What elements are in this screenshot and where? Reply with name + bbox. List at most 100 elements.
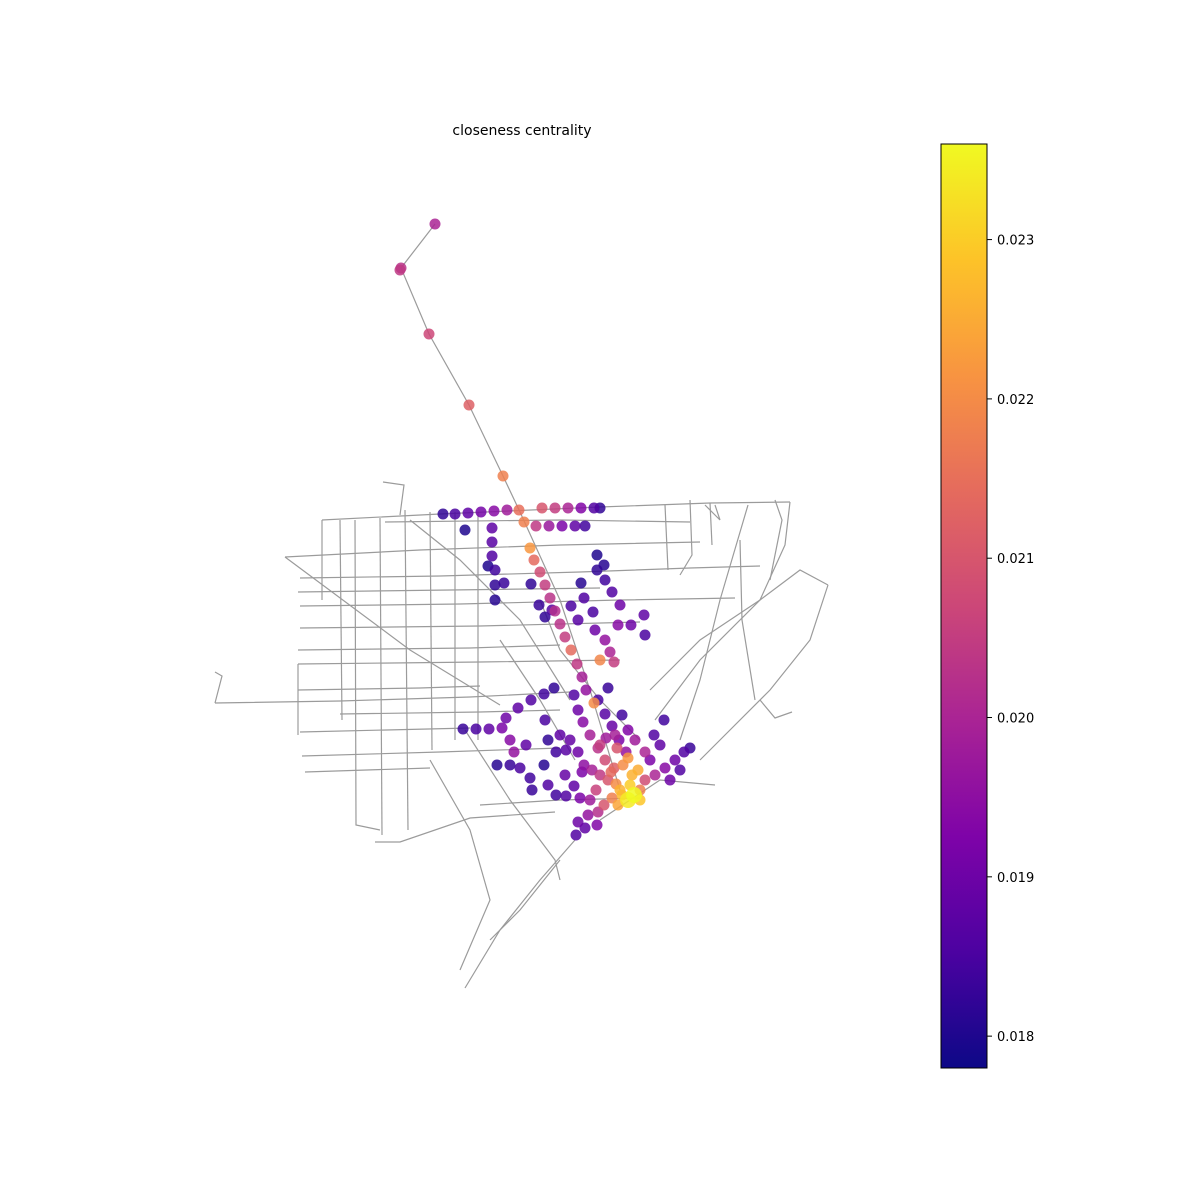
node-point bbox=[539, 611, 551, 623]
node-point bbox=[483, 723, 495, 735]
node-point bbox=[475, 506, 487, 518]
node-point bbox=[625, 619, 637, 631]
node-point bbox=[525, 694, 537, 706]
node-point bbox=[550, 789, 562, 801]
node-point bbox=[530, 520, 542, 532]
node-point bbox=[590, 784, 602, 796]
node-point bbox=[562, 502, 574, 514]
node-point bbox=[423, 328, 435, 340]
node-point bbox=[457, 723, 469, 735]
node-point bbox=[588, 502, 600, 514]
node-point bbox=[580, 684, 592, 696]
node-point bbox=[591, 819, 603, 831]
node-point bbox=[556, 520, 568, 532]
node-point bbox=[569, 520, 581, 532]
node-point bbox=[488, 505, 500, 517]
node-point bbox=[648, 729, 660, 741]
colorbar-tick-label: 0.023 bbox=[997, 234, 1034, 249]
colorbar-gradient bbox=[941, 144, 987, 1068]
node-point bbox=[559, 769, 571, 781]
node-point bbox=[508, 746, 520, 758]
node-point bbox=[501, 504, 513, 516]
node-point bbox=[578, 759, 590, 771]
node-point bbox=[525, 578, 537, 590]
node-point bbox=[518, 516, 530, 528]
node-point bbox=[470, 723, 482, 735]
node-point bbox=[616, 709, 628, 721]
node-point bbox=[568, 780, 580, 792]
node-point bbox=[594, 769, 606, 781]
node-point bbox=[486, 550, 498, 562]
node-point bbox=[622, 752, 634, 764]
node-point bbox=[524, 772, 536, 784]
street-network-edges bbox=[214, 223, 829, 989]
node-point bbox=[534, 566, 546, 578]
node-point bbox=[528, 554, 540, 566]
node-point bbox=[669, 754, 681, 766]
node-point bbox=[639, 746, 651, 758]
node-point bbox=[539, 579, 551, 591]
node-point bbox=[514, 762, 526, 774]
node-point bbox=[538, 759, 550, 771]
node-point bbox=[497, 470, 509, 482]
node-point bbox=[598, 799, 610, 811]
node-point bbox=[606, 720, 618, 732]
colorbar-tick-label: 0.021 bbox=[997, 552, 1034, 567]
node-point bbox=[587, 606, 599, 618]
node-point bbox=[579, 520, 591, 532]
node-point bbox=[664, 774, 676, 786]
node-point bbox=[437, 508, 449, 520]
node-point bbox=[489, 564, 501, 576]
node-point bbox=[575, 502, 587, 514]
node-point bbox=[584, 729, 596, 741]
node-point bbox=[599, 634, 611, 646]
node-point bbox=[639, 774, 651, 786]
node-point bbox=[654, 739, 666, 751]
node-point bbox=[572, 614, 584, 626]
node-point bbox=[544, 592, 556, 604]
colorbar-tick-label: 0.018 bbox=[997, 1030, 1034, 1045]
node-point bbox=[538, 688, 550, 700]
node-point bbox=[594, 739, 606, 751]
node-point bbox=[604, 646, 616, 658]
node-point bbox=[639, 629, 651, 641]
colorbar-ticks: 0.018 0.019 0.020 0.021 0.022 0.023 bbox=[987, 234, 1034, 1045]
chart-title: closeness centrality bbox=[452, 123, 591, 139]
node-point bbox=[489, 594, 501, 606]
node-point bbox=[629, 734, 641, 746]
node-point bbox=[626, 769, 638, 781]
node-point bbox=[429, 218, 441, 230]
node-point bbox=[574, 792, 586, 804]
node-point bbox=[584, 794, 596, 806]
node-point bbox=[496, 722, 508, 734]
node-point bbox=[578, 592, 590, 604]
node-point bbox=[605, 766, 617, 778]
node-point bbox=[486, 522, 498, 534]
node-point bbox=[542, 734, 554, 746]
node-point bbox=[486, 536, 498, 548]
node-point bbox=[559, 631, 571, 643]
node-point bbox=[577, 716, 589, 728]
node-point bbox=[626, 787, 642, 803]
node-point bbox=[549, 502, 561, 514]
colorbar: 0.018 0.019 0.020 0.021 0.022 0.023 bbox=[940, 143, 1034, 1069]
node-point bbox=[644, 754, 656, 766]
node-point bbox=[678, 746, 690, 758]
node-point bbox=[570, 829, 582, 841]
node-point bbox=[586, 764, 598, 776]
node-point bbox=[498, 577, 510, 589]
colorbar-tick-label: 0.022 bbox=[997, 393, 1034, 408]
node-point bbox=[543, 520, 555, 532]
node-point bbox=[649, 769, 661, 781]
node-point bbox=[622, 724, 634, 736]
node-point bbox=[533, 599, 545, 611]
node-point bbox=[594, 654, 606, 666]
node-point bbox=[658, 714, 670, 726]
node-point bbox=[591, 564, 603, 576]
node-point bbox=[564, 734, 576, 746]
node-point bbox=[462, 507, 474, 519]
node-point bbox=[599, 574, 611, 586]
centrality-nodes bbox=[394, 218, 696, 841]
node-point bbox=[560, 744, 572, 756]
node-point bbox=[536, 502, 548, 514]
